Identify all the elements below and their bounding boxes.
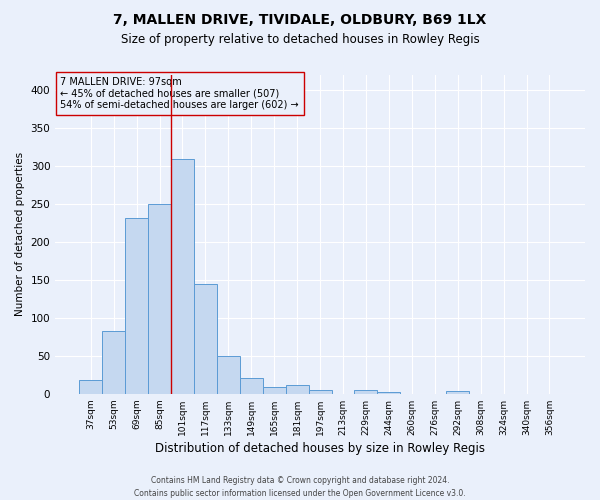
Bar [79,380,102,394]
Bar [125,218,148,394]
Bar [171,158,194,394]
X-axis label: Distribution of detached houses by size in Rowley Regis: Distribution of detached houses by size … [155,442,485,455]
Bar [308,390,332,394]
Bar [355,390,377,394]
Bar [286,386,308,394]
Text: 7 MALLEN DRIVE: 97sqm
← 45% of detached houses are smaller (507)
54% of semi-det: 7 MALLEN DRIVE: 97sqm ← 45% of detached … [61,76,299,110]
Bar [102,331,125,394]
Bar [148,204,171,394]
Text: Contains HM Land Registry data © Crown copyright and database right 2024.
Contai: Contains HM Land Registry data © Crown c… [134,476,466,498]
Bar [263,387,286,394]
Text: 7, MALLEN DRIVE, TIVIDALE, OLDBURY, B69 1LX: 7, MALLEN DRIVE, TIVIDALE, OLDBURY, B69 … [113,12,487,26]
Bar [217,356,240,394]
Bar [194,284,217,394]
Bar [240,378,263,394]
Text: Size of property relative to detached houses in Rowley Regis: Size of property relative to detached ho… [121,32,479,46]
Bar [377,392,400,394]
Y-axis label: Number of detached properties: Number of detached properties [15,152,25,316]
Bar [446,391,469,394]
